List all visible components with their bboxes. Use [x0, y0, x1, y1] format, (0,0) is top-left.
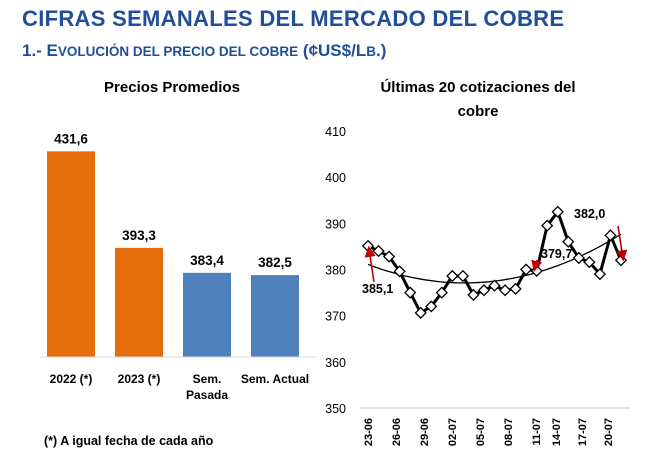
- data-point-marker: [393, 265, 406, 278]
- bar-value-label: 382,5: [258, 255, 292, 270]
- x-tick-label: 05-07: [475, 418, 487, 446]
- data-point-marker: [593, 267, 607, 281]
- x-tick-label: 02-07: [447, 418, 459, 446]
- annotation-label: 379,7: [541, 247, 572, 261]
- y-tick-label: 390: [325, 217, 346, 231]
- x-tick-label: 08-07: [503, 418, 515, 446]
- bar-value-label: 393,3: [122, 228, 156, 243]
- data-point-marker: [488, 279, 501, 292]
- x-tick-label: 17-07: [577, 418, 589, 446]
- price-line: [367, 208, 623, 316]
- line-chart-title-line-2: cobre: [458, 103, 499, 120]
- y-tick-label: 350: [325, 402, 346, 416]
- data-point-marker: [404, 286, 417, 299]
- bar: [115, 247, 163, 357]
- x-tick-label: 29-06: [419, 418, 431, 446]
- y-tick-label: 370: [325, 310, 346, 324]
- x-tick-label: 11-07: [531, 418, 543, 446]
- subtitle-smallcaps-1: VOLUCIÓN DEL PRECIO DEL COBRE: [57, 44, 299, 59]
- x-tick-label: 26-06: [391, 418, 403, 446]
- data-point-marker: [551, 205, 564, 218]
- data-point-marker: [530, 264, 543, 278]
- annotation-arrow: [364, 245, 376, 283]
- y-tick-label: 360: [325, 356, 346, 370]
- line-chart-ultimas-cotizaciones: Últimas 20 cotizaciones del cobre 410 400 39…: [325, 78, 630, 446]
- bar: [251, 275, 299, 357]
- subtitle-middle: (¢US$/L: [298, 41, 367, 60]
- data-point-marker: [520, 263, 533, 276]
- footnote: (*) A igual fecha de cada año: [44, 434, 214, 448]
- bar-value-label: 431,6: [54, 131, 88, 146]
- y-tick-label: 410: [325, 125, 346, 139]
- x-tick-label: 23-06: [363, 418, 375, 446]
- data-point-marker: [446, 269, 459, 283]
- data-point-marker: [614, 254, 628, 267]
- y-tick-label: 380: [325, 264, 346, 278]
- data-point-marker: [572, 251, 585, 265]
- page-title: CIFRAS SEMANALES DEL MERCADO DEL COBRE: [22, 6, 565, 31]
- data-point-marker: [604, 229, 617, 242]
- section-subtitle: 1.- EVOLUCIÓN DEL PRECIO DEL COBRE (¢US$…: [22, 41, 386, 61]
- annotation-label: 382,0: [574, 207, 605, 221]
- line-chart-title-line-1: Últimas 20 cotizaciones del: [380, 78, 575, 96]
- bar: [47, 151, 95, 357]
- y-tick-label: 400: [325, 171, 346, 185]
- bar-category-label: Sem. Actual: [241, 372, 309, 386]
- data-point-marker: [361, 239, 375, 253]
- bar-category-label: Pasada: [186, 388, 228, 402]
- subtitle-suffix: .): [375, 41, 387, 60]
- data-point-marker: [498, 284, 512, 297]
- data-point-marker: [509, 282, 522, 296]
- subtitle-smallcaps-2: B: [366, 44, 376, 59]
- data-point-marker: [435, 286, 448, 299]
- bar: [183, 272, 231, 357]
- data-point-marker: [541, 219, 554, 232]
- data-point-marker: [456, 269, 469, 283]
- data-point-marker: [562, 235, 575, 248]
- annotation-label: 385,1: [362, 282, 393, 296]
- data-point-marker: [414, 306, 427, 320]
- data-point-marker: [583, 255, 596, 269]
- data-point-marker: [372, 244, 385, 258]
- bar-category-label: 2023 (*): [118, 372, 161, 386]
- data-point-marker: [467, 288, 480, 302]
- annotation-arrow: [616, 225, 628, 262]
- data-point-marker: [382, 250, 396, 263]
- bar-chart-title: Precios Promedios: [104, 79, 240, 96]
- x-tick-label: 20-07: [603, 418, 615, 446]
- subtitle-prefix: 1.- E: [22, 41, 58, 60]
- bar-chart-precios-promedios: Precios Promedios 431,6 2022 (*) 393,3 2023 …: [40, 79, 316, 402]
- bar-category-label: Sem.: [193, 372, 222, 386]
- bar-value-label: 383,4: [190, 253, 224, 268]
- annotation-arrow: [531, 259, 543, 272]
- x-tick-label: 14-07: [551, 418, 563, 446]
- data-point-marker: [425, 300, 438, 313]
- data-point-marker: [477, 284, 491, 297]
- bar-category-label: 2022 (*): [50, 372, 93, 386]
